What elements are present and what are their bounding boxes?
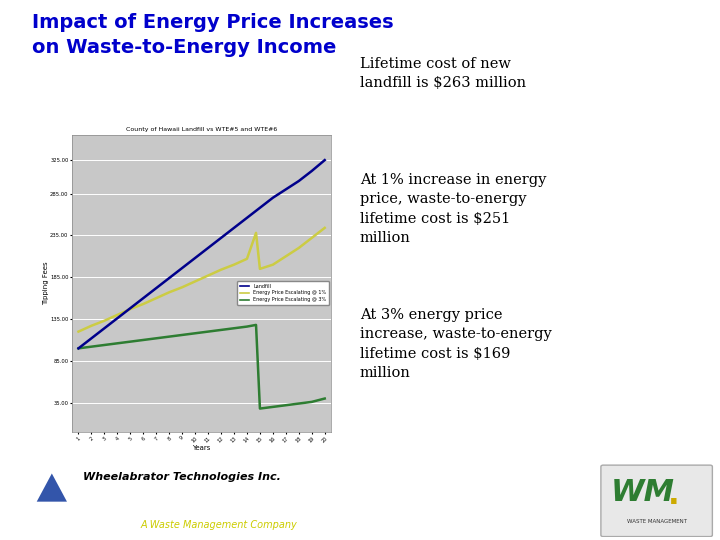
Text: Impact of Energy Price Increases: Impact of Energy Price Increases [32,14,394,32]
Y-axis label: Tipping Fees: Tipping Fees [42,262,49,305]
FancyBboxPatch shape [601,465,712,537]
Text: WM: WM [611,477,675,507]
Polygon shape [37,474,67,502]
Text: At 1% increase in energy
price, waste-to-energy
lifetime cost is $251
million: At 1% increase in energy price, waste-to… [360,173,546,245]
Text: WASTE MANAGEMENT: WASTE MANAGEMENT [626,519,687,524]
Legend: Landfill, Energy Price Escalating @ 1%, Energy Price Escalating @ 3%: Landfill, Energy Price Escalating @ 1%, … [237,281,329,305]
Text: Wheelabrator Technologies Inc.: Wheelabrator Technologies Inc. [83,472,281,483]
Text: Lifetime cost of new
landfill is $263 million: Lifetime cost of new landfill is $263 mi… [360,57,526,90]
Text: At 3% energy price
increase, waste-to-energy
lifetime cost is $169
million: At 3% energy price increase, waste-to-en… [360,308,552,380]
Text: A Waste Management Company: A Waste Management Company [140,520,297,530]
Text: .: . [668,481,680,510]
X-axis label: Years: Years [192,445,211,451]
Text: on Waste-to-Energy Income: on Waste-to-Energy Income [32,38,337,57]
Title: County of Hawaii Landfill vs WTE#5 and WTE#6: County of Hawaii Landfill vs WTE#5 and W… [126,127,277,132]
